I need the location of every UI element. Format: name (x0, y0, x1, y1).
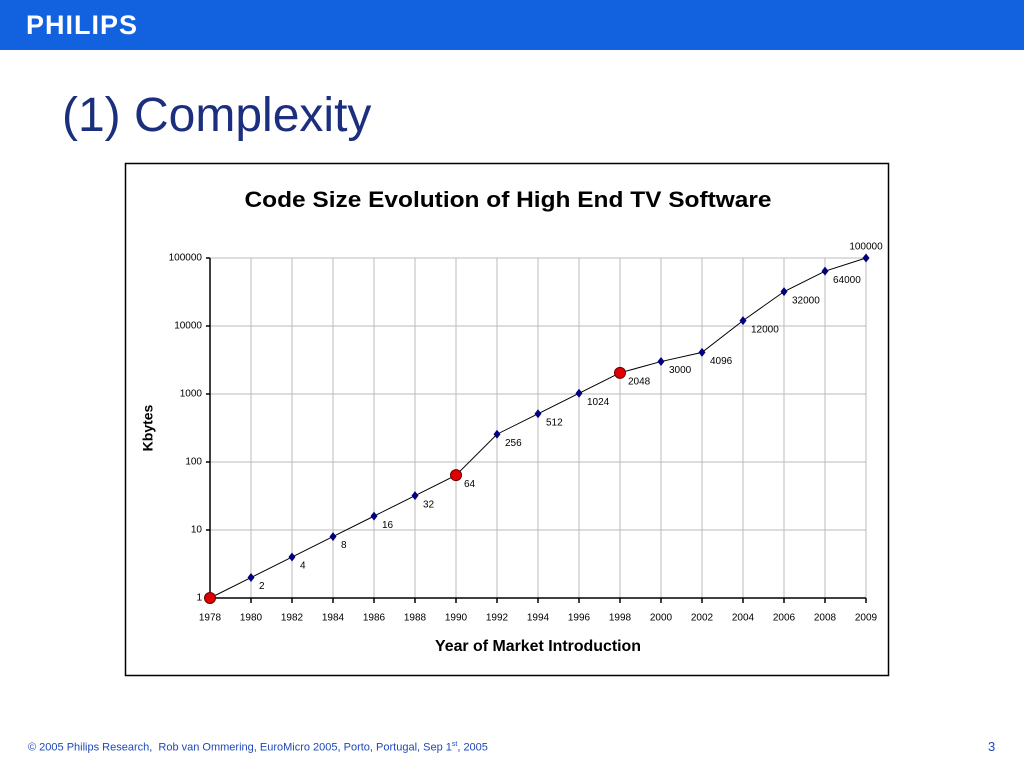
x-tick-label: 1980 (240, 613, 263, 624)
y-tick-label: 10 (191, 525, 203, 536)
x-tick-label: 2002 (691, 613, 714, 624)
data-label: 512 (546, 417, 563, 428)
x-tick-label: 1988 (404, 613, 427, 624)
data-marker (657, 357, 665, 367)
data-marker (329, 532, 337, 542)
x-tick-label: 1996 (568, 613, 591, 624)
x-axis-label: Year of Market Introduction (435, 638, 641, 655)
chart-frame (124, 162, 890, 677)
x-tick-label: 1992 (486, 613, 509, 624)
x-tick-label: 1998 (609, 613, 632, 624)
data-label: 8 (341, 540, 347, 551)
header-bar (0, 0, 1024, 50)
data-marker (862, 253, 870, 263)
brand-logo: PHILIPS (26, 10, 139, 40)
x-tick-label: 2004 (732, 613, 755, 624)
data-label: 64000 (833, 275, 861, 286)
data-marker (534, 409, 542, 419)
highlight-marker (204, 592, 216, 604)
data-label: 12000 (751, 324, 779, 335)
x-tick-label: 1982 (281, 613, 304, 624)
data-marker (247, 573, 255, 583)
footer-text-end: , 2005 (457, 741, 488, 754)
footer-superscript: st (451, 741, 458, 748)
slide-title: (1) Complexity (62, 89, 372, 142)
data-label: 32000 (792, 295, 820, 306)
data-marker (821, 266, 829, 276)
y-tick-label: 1 (196, 593, 202, 604)
data-label: 3000 (669, 365, 692, 376)
data-label: 16 (382, 520, 394, 531)
y-tick-label: 10000 (174, 321, 202, 332)
x-tick-label: 1984 (322, 613, 345, 624)
y-tick-label: 100000 (169, 253, 203, 264)
data-marker (780, 287, 788, 297)
y-axis-label: Kbytes (140, 404, 156, 451)
chart-title: Code Size Evolution of High End TV Softw… (245, 187, 772, 212)
x-tick-label: 1986 (363, 613, 386, 624)
page-number: 3 (988, 739, 996, 754)
data-marker (370, 511, 378, 521)
x-tick-label: 2008 (814, 613, 837, 624)
data-label: 32 (423, 499, 435, 510)
data-marker (288, 552, 296, 562)
data-label: 4 (300, 561, 306, 572)
x-tick-label: 1978 (199, 613, 222, 624)
data-marker (739, 316, 747, 326)
x-tick-label: 2006 (773, 613, 796, 624)
footer-text: © 2005 Philips Research, Rob van Ommerin… (28, 741, 452, 754)
data-label: 4096 (710, 356, 733, 367)
data-label: 2048 (628, 376, 651, 387)
x-tick-label: 2000 (650, 613, 673, 624)
highlight-marker (614, 366, 626, 379)
x-tick-label: 2009 (855, 613, 878, 624)
y-tick-label: 1000 (180, 389, 203, 400)
data-marker (493, 429, 501, 439)
x-tick-label: 1990 (445, 613, 468, 624)
data-label: 256 (505, 438, 522, 449)
data-label: 2 (259, 581, 265, 592)
highlight-marker (450, 469, 462, 482)
data-marker (411, 491, 419, 501)
data-label: 1024 (587, 397, 610, 408)
data-label: 100000 (849, 242, 883, 253)
y-tick-label: 100 (185, 457, 202, 468)
x-tick-label: 1994 (527, 613, 550, 624)
data-marker (698, 347, 706, 357)
data-label: 64 (464, 479, 476, 490)
footer: © 2005 Philips Research, Rob van Ommerin… (28, 741, 488, 754)
data-marker (575, 388, 583, 398)
